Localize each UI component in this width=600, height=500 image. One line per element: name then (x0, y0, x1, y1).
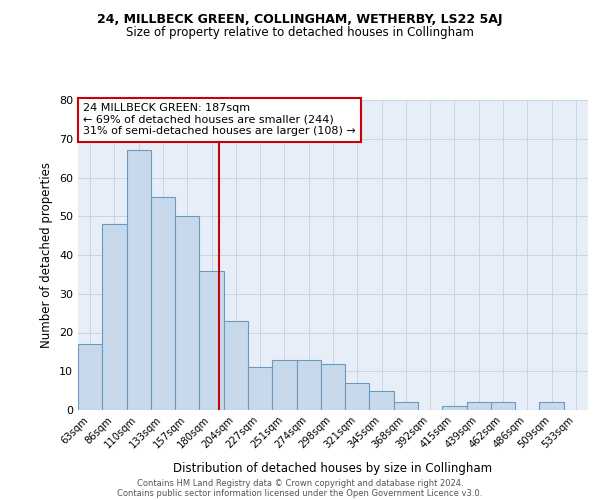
Bar (151, 197, 175, 410)
Y-axis label: Number of detached properties: Number of detached properties (40, 162, 53, 348)
Bar (272, 360, 296, 410)
Bar (321, 364, 345, 410)
Bar (467, 402, 491, 410)
Bar (102, 224, 127, 410)
Text: Size of property relative to detached houses in Collingham: Size of property relative to detached ho… (126, 26, 474, 39)
Bar (78, 344, 102, 410)
Bar (345, 383, 370, 410)
Text: Contains HM Land Registry data © Crown copyright and database right 2024.: Contains HM Land Registry data © Crown c… (137, 478, 463, 488)
Bar (296, 360, 321, 410)
Text: 24, MILLBECK GREEN, COLLINGHAM, WETHERBY, LS22 5AJ: 24, MILLBECK GREEN, COLLINGHAM, WETHERBY… (97, 12, 503, 26)
Bar (248, 368, 272, 410)
Bar (370, 390, 394, 410)
Bar (199, 270, 224, 410)
Text: 24 MILLBECK GREEN: 187sqm
← 69% of detached houses are smaller (244)
31% of semi: 24 MILLBECK GREEN: 187sqm ← 69% of detac… (83, 103, 356, 136)
Bar (175, 216, 199, 410)
Bar (491, 402, 515, 410)
Bar (442, 406, 467, 410)
Bar (127, 150, 151, 410)
Bar (224, 321, 248, 410)
X-axis label: Distribution of detached houses by size in Collingham: Distribution of detached houses by size … (173, 462, 493, 474)
Bar (394, 402, 418, 410)
Text: Contains public sector information licensed under the Open Government Licence v3: Contains public sector information licen… (118, 488, 482, 498)
Bar (539, 402, 564, 410)
